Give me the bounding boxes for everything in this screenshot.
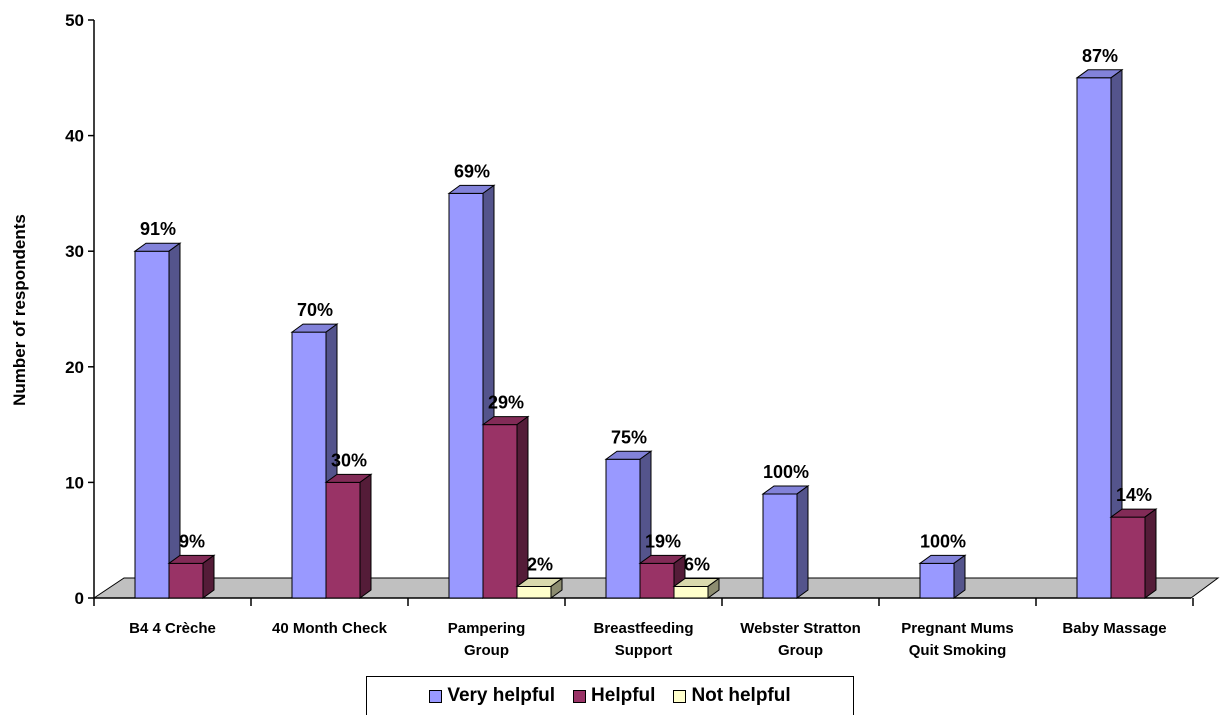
bar-helpful-b4-4-cr-che [167, 554, 216, 599]
bar-very-helpful-pregnant-mums-quit-smoking [918, 554, 967, 599]
category-label-webster-stratton-group-line-2: Group [778, 642, 823, 659]
category-label-pregnant-mums-quit-smoking-line-2: Quit Smoking [909, 642, 1007, 659]
chart-bars [133, 68, 1158, 599]
bar-not-helpful-pampering-group [515, 577, 564, 599]
legend: Very helpful Helpful Not helpful [366, 676, 854, 715]
y-tick-label-40: 40 [65, 127, 84, 146]
chart-labels: 91% 9% 70% 30% 69% 29% 2% 75% 19%6% 100% 100% 87% 14… [140, 46, 1152, 575]
bar-helpful-pampering-group [481, 415, 530, 599]
bar-not-helpful-breastfeeding-support [672, 577, 721, 599]
data-label-very-helpful-baby-massage: 87% [1082, 46, 1118, 66]
category-label-pampering-group-line-2: Group [464, 642, 509, 659]
legend-swatch-helpful [573, 689, 587, 703]
data-label-helpful-baby-massage: 14% [1116, 485, 1152, 505]
data-label-helpful-pampering-group: 29% [488, 393, 524, 413]
bar-front [448, 192, 484, 599]
category-label-breastfeeding-support-line-1: Breastfeeding [593, 620, 693, 637]
y-tick-label-0: 0 [75, 589, 84, 608]
data-label-very-helpful-b4-4-cr-che: 91% [140, 219, 176, 239]
y-tick-label-10: 10 [65, 473, 84, 492]
data-label-very-helpful-breastfeeding-support: 75% [611, 427, 647, 447]
bar-front [919, 562, 955, 599]
legend-item-not-helpful: Not helpful [673, 685, 791, 707]
bar-front [605, 458, 641, 599]
category-label-pampering-group-line-1: Pampering [448, 620, 526, 637]
bar-chart: 0 10 20 30 40 50 B4 4 Crèche 40 Month Check Pamp… [10, 11, 1220, 659]
bar-front [482, 424, 518, 599]
category-label-webster-stratton-group-line-1: Webster Stratton [740, 620, 861, 637]
bar-front [168, 562, 204, 599]
bar-very-helpful-baby-massage [1075, 68, 1124, 599]
legend-item-very-helpful: Very helpful [429, 685, 555, 707]
category-label-pregnant-mums-quit-smoking-line-1: Pregnant Mums [901, 620, 1014, 637]
bar-helpful-breastfeeding-support [638, 554, 687, 599]
bar-front [1110, 516, 1146, 599]
data-label-not-helpful-pampering-group: 2% [527, 554, 553, 574]
bar-side [953, 554, 966, 599]
data-label-very-helpful-pampering-group: 69% [454, 161, 490, 181]
y-tick-label-20: 20 [65, 358, 84, 377]
data-label-very-helpful-webster-stratton-group: 100% [763, 462, 809, 482]
bar-front [134, 250, 170, 599]
bar-side [796, 484, 809, 599]
bar-side [1144, 508, 1157, 599]
bar-front [516, 585, 552, 599]
bar-front [762, 493, 798, 599]
bar-side [359, 473, 372, 599]
bar-side [707, 577, 720, 599]
bar-front [291, 331, 327, 599]
data-label-not-helpful-breastfeeding-support: 6% [684, 554, 710, 574]
bar-front [673, 585, 709, 599]
bar-front [1076, 77, 1112, 599]
legend-label-not-helpful: Not helpful [691, 685, 791, 706]
data-label-helpful-b4-4-cr-che: 9% [179, 531, 205, 551]
category-label-breastfeeding-support-line-2: Support [615, 642, 673, 659]
bar-helpful-40-month-check [324, 473, 373, 599]
data-label-helpful-breastfeeding-support: 19% [645, 531, 681, 551]
legend-label-helpful: Helpful [591, 685, 656, 706]
data-label-helpful-40-month-check: 30% [331, 450, 367, 470]
bar-front [325, 481, 361, 599]
legend-swatch-very-helpful [429, 689, 443, 703]
bar-helpful-baby-massage [1109, 508, 1158, 599]
data-label-very-helpful-pregnant-mums-quit-smoking: 100% [920, 531, 966, 551]
chart-axes: 0 10 20 30 40 50 B4 4 Crèche 40 Month Check Pamp… [65, 11, 1194, 659]
bar-very-helpful-b4-4-cr-che [133, 242, 182, 599]
legend-label-very-helpful: Very helpful [447, 685, 556, 706]
data-label-very-helpful-40-month-check: 70% [297, 300, 333, 320]
category-label-b4-4-cr-che: B4 4 Crèche [129, 620, 216, 637]
y-tick-label-30: 30 [65, 242, 84, 261]
legend-item-helpful: Helpful [573, 685, 655, 707]
bar-side [202, 554, 215, 599]
bar-very-helpful-webster-stratton-group [761, 484, 810, 599]
bar-side [550, 577, 563, 599]
category-label-40-month-check: 40 Month Check [272, 620, 388, 637]
legend-swatch-not-helpful [673, 689, 687, 703]
bar-front [639, 562, 675, 599]
category-label-baby-massage: Baby Massage [1062, 620, 1166, 637]
y-tick-label-50: 50 [65, 11, 84, 30]
y-axis-title: Number of respondents [10, 214, 29, 406]
